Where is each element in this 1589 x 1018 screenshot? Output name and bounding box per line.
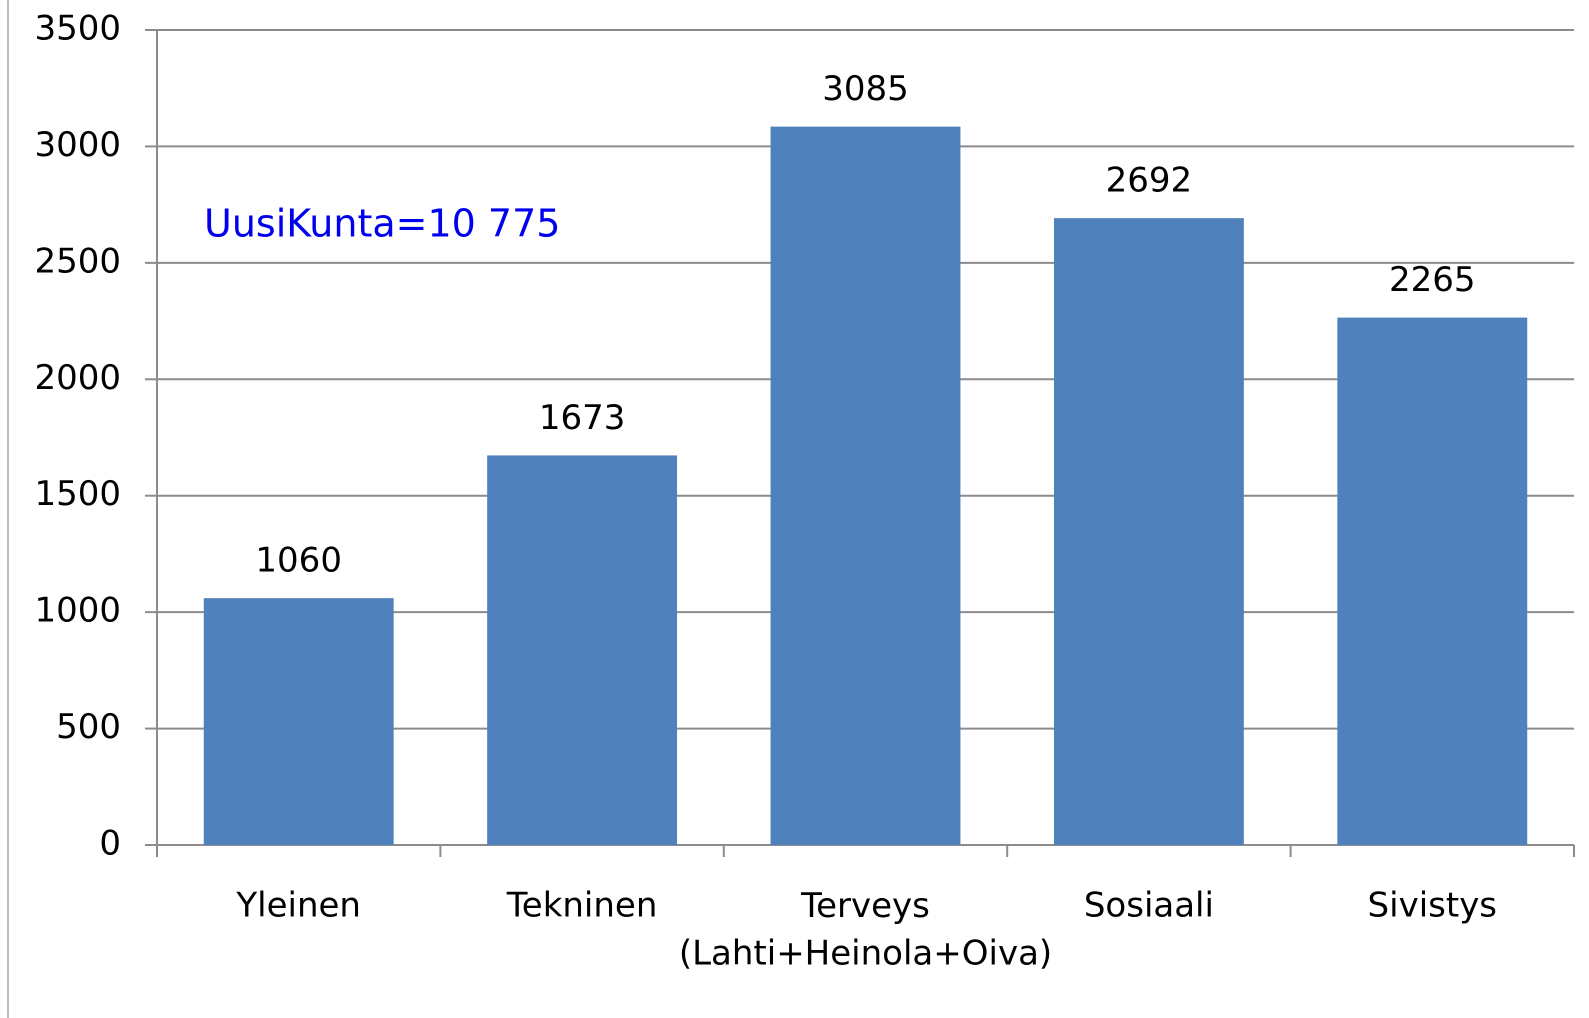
- annotation: UusiKunta=10 775: [204, 202, 560, 246]
- data-label: 1060: [255, 541, 342, 581]
- bar: [203, 598, 394, 845]
- y-tick-label: 3500: [34, 9, 121, 49]
- y-tick-label: 2500: [34, 241, 121, 281]
- data-label: 2692: [1106, 161, 1193, 201]
- data-label: 1673: [539, 398, 626, 438]
- y-tick-label: 1500: [34, 474, 121, 514]
- bar: [1337, 317, 1528, 845]
- x-tick-label: Tekninen: [506, 886, 658, 926]
- bar: [1053, 218, 1244, 846]
- y-tick-label: 2000: [34, 358, 121, 398]
- x-tick-label: Terveys (Lahti+Heinola+Oiva): [679, 886, 1052, 974]
- x-tick-label: Sosiaali: [1084, 886, 1214, 926]
- data-label: 3085: [822, 69, 909, 109]
- bar: [487, 455, 678, 845]
- y-tick-label: 0: [99, 824, 121, 864]
- y-tick-label: 500: [56, 707, 121, 747]
- y-tick-label: 1000: [34, 591, 121, 631]
- bar: [770, 126, 961, 845]
- x-tick-label: Yleinen: [235, 886, 361, 926]
- x-tick-label: Sivistys: [1368, 886, 1497, 926]
- y-tick-label: 3000: [34, 125, 121, 165]
- data-label: 2265: [1389, 260, 1476, 300]
